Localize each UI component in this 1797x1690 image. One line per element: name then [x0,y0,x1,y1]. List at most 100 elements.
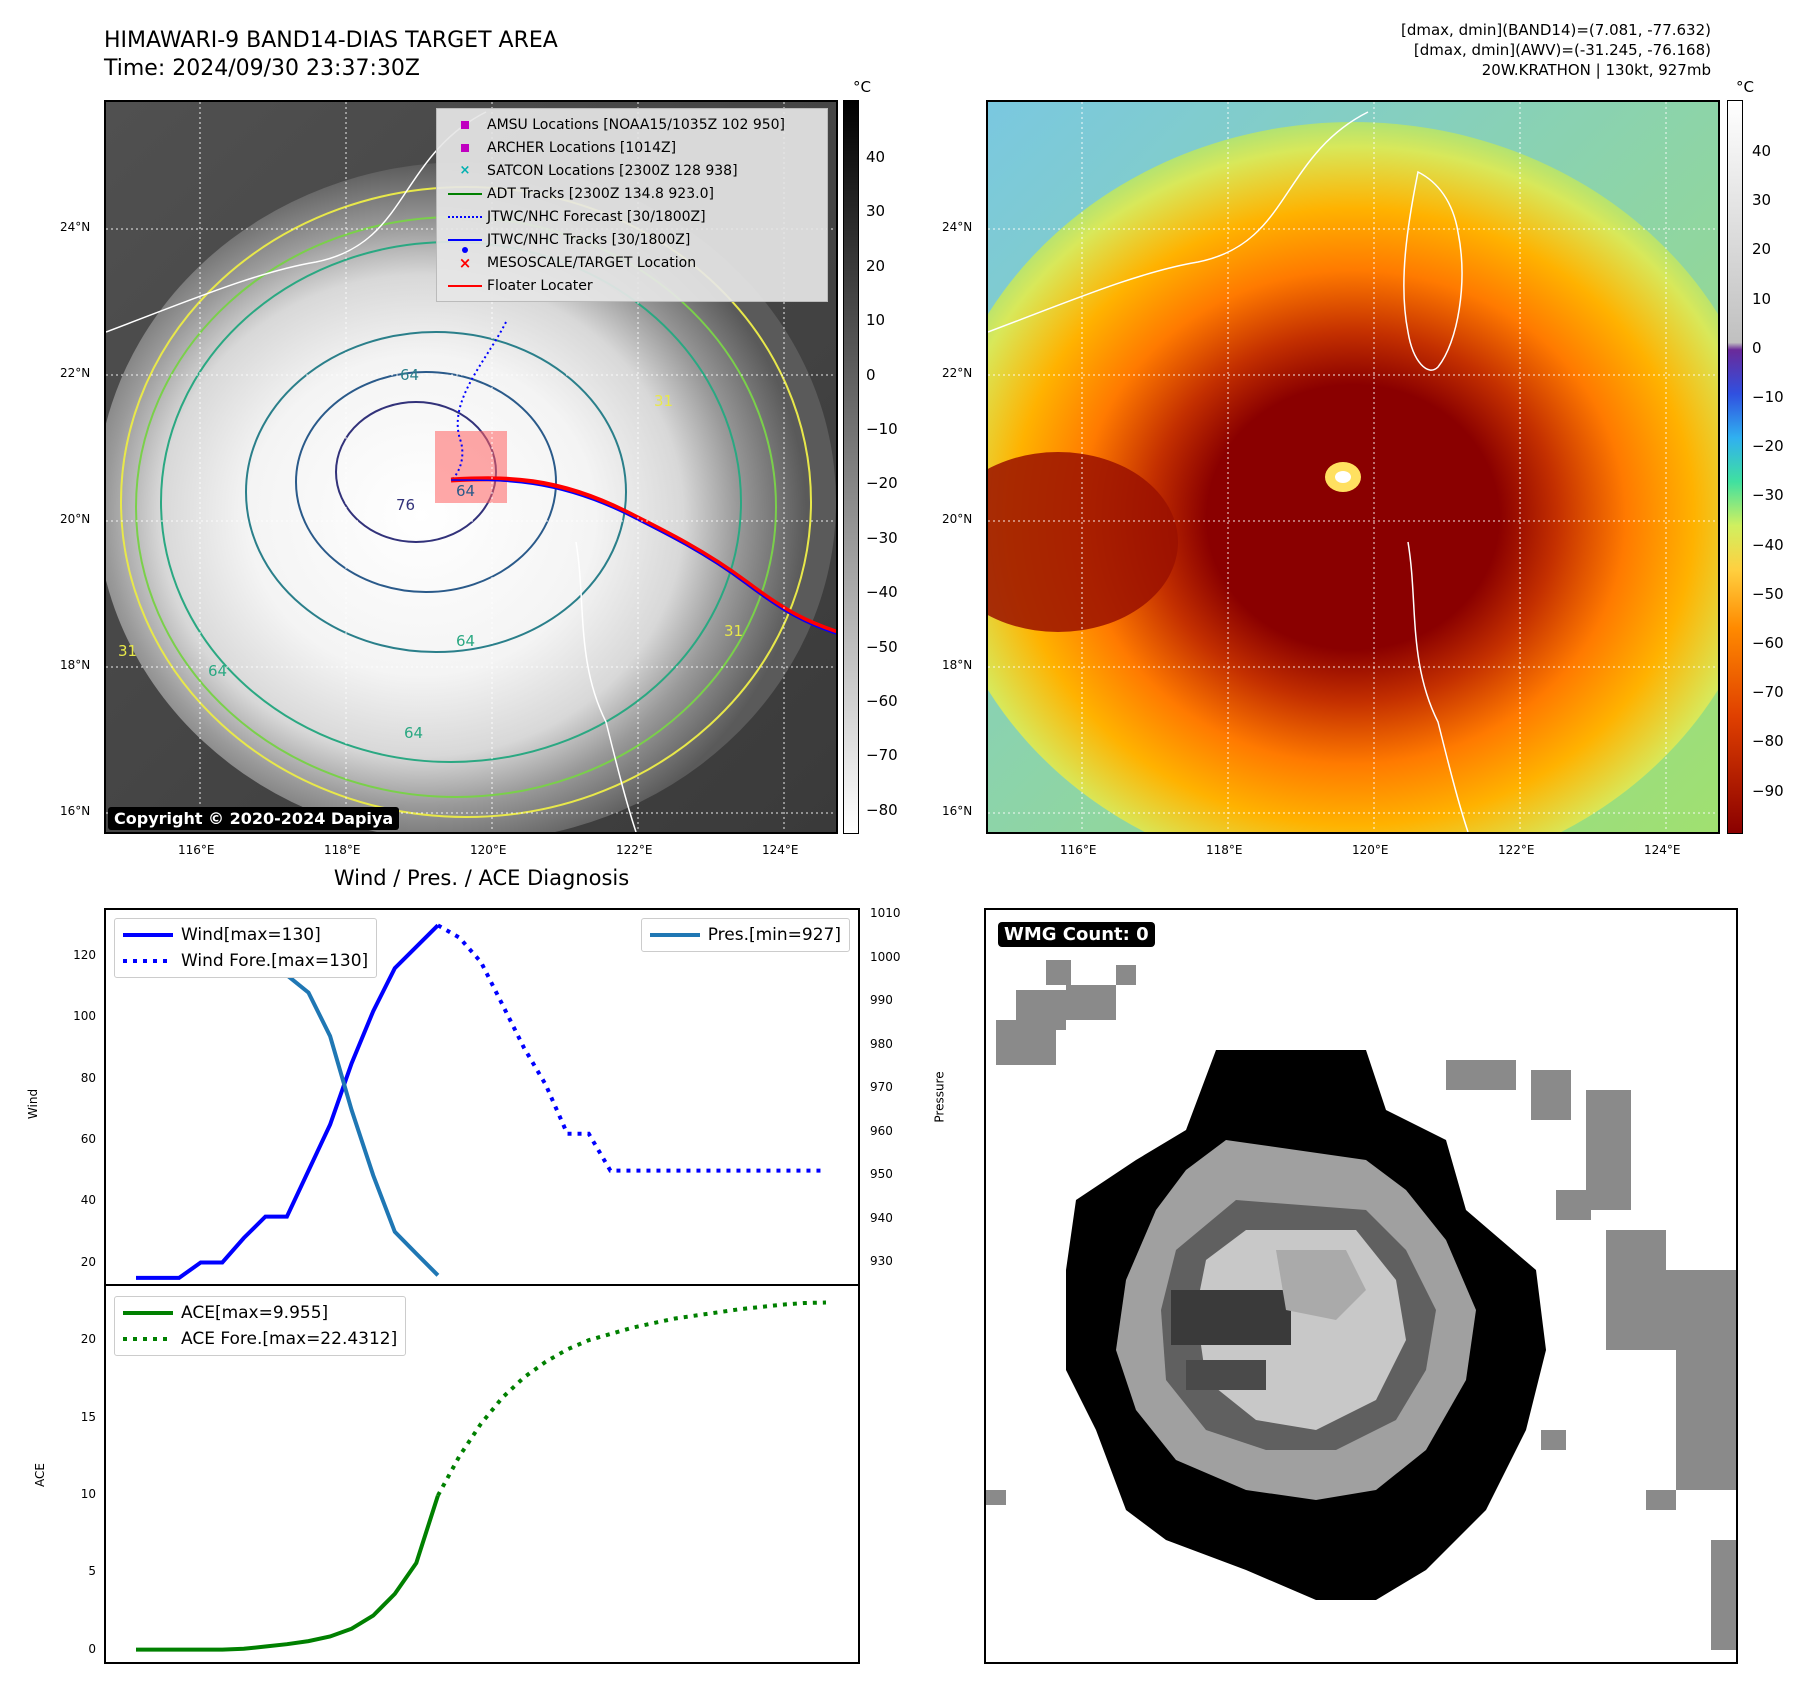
dmax-awv: [dmax, dmin](AWV)=(-31.245, -76.168) [1413,41,1711,59]
lat-label: 16°N [60,804,91,818]
ir-satellite-panel: 64 31 76 64 31 64 64 31 64 AMSU Location… [104,100,838,834]
lon-label: 122°E [616,843,653,857]
pressure-tick-label: 930 [870,1254,893,1269]
wind-tick-label: 60 [80,1131,96,1146]
colorbar-color-tick: −50 [1752,584,1784,603]
lon-label: 118°E [324,843,361,857]
lat-label: 22°N [942,366,973,380]
contour-label: 64 [404,724,424,742]
colorbar-ir-tick: −30 [866,528,898,547]
colorbar-color-tick: −60 [1752,634,1784,652]
legend-item-ace-forecast: ACE Fore.[max=22.4312] [123,1326,397,1352]
legend-square-icon [461,120,469,129]
contour-label: 31 [724,622,744,640]
colorbar-ir-unit: °C [853,78,871,96]
colorbar-color-tick: −40 [1752,535,1784,554]
colorbar-ir-tick: −40 [866,583,898,602]
colorbar-ir-tick: 30 [866,202,886,221]
contour-label: 31 [654,392,674,410]
lon-label: 120°E [1352,843,1389,857]
legend-item-satcon: × SATCON Locations [2300Z 128 938] [443,159,821,182]
colorbar-ir-tick: 20 [866,256,886,275]
lat-label: 24°N [942,220,973,234]
legend-item-floater: Floater Locater [443,274,821,297]
colorbar-color-tick: −20 [1752,437,1784,456]
track-legend: AMSU Locations [NOAA15/1035Z 102 950] AR… [436,108,828,302]
wind-legend: Wind[max=130] Wind Fore.[max=130] [114,918,378,978]
pressure-tick-label: 990 [870,993,893,1008]
legend-line-icon [123,933,173,937]
contour-label: 64 [400,366,420,384]
wind-pressure-chart: Wind[max=130] Wind Fore.[max=130] Pres.[… [104,908,860,1286]
colorbar-color [1727,100,1743,834]
contour-label: 31 [118,642,138,660]
wind-tick-label: 100 [73,1009,96,1024]
legend-item-wind: Wind[max=130] [123,922,368,948]
colorbar-ir-tick: −50 [866,637,898,656]
legend-dotted-line-icon [123,1337,173,1341]
contour-label: 64 [456,482,476,500]
pressure-tick-label: 940 [870,1210,893,1225]
pressure-legend: Pres.[min=927] [640,918,850,952]
colorbar-color-tick: 40 [1752,142,1772,160]
contour-label: 64 [456,632,476,650]
figure-time: Time: 2024/09/30 23:37:30Z [104,56,420,81]
lat-label: 18°N [942,658,973,672]
pressure-tick-label: 980 [870,1036,893,1051]
legend-x-icon: × [458,253,472,272]
lon-label: 116°E [178,843,215,857]
pressure-tick-label: 970 [870,1080,893,1095]
ace-tick-label: 10 [80,1486,96,1501]
colorbar-ir-tick: 10 [866,311,886,330]
copyright-badge: Copyright © 2020-2024 Dapiya [108,807,400,830]
storm-info: 20W.KRATHON | 130kt, 927mb [1481,61,1711,79]
colorbar-ir [843,100,859,834]
ace-plot [136,1300,827,1652]
colorbar-ir-tick: −10 [866,420,898,438]
wmg-count-badge: WMG Count: 0 [998,922,1155,947]
colorbar-color-tick: −70 [1752,683,1784,702]
colorbar-ir-tick: −60 [866,692,898,710]
ace-chart: ACE[max=9.955] ACE Fore.[max=22.4312] [104,1284,860,1664]
legend-line-icon [649,933,700,937]
legend-item-pressure: Pres.[min=927] [649,922,841,948]
ace-tick-label: 0 [88,1641,96,1656]
contour-label: 64 [208,662,228,680]
legend-x-icon: × [459,163,471,178]
ace-tick-label: 20 [80,1332,96,1347]
legend-line-icon [448,192,482,195]
wind-tick-label: 20 [80,1254,96,1269]
pressure-tick-label: 950 [870,1167,893,1182]
legend-line-dot-icon [448,238,482,241]
colorbar-ir-tick: 0 [866,365,876,384]
legend-line-icon [448,284,482,287]
wmg-image [986,910,1736,1662]
legend-item-ace: ACE[max=9.955] [123,1300,397,1326]
legend-item-jtwc-forecast: JTWC/NHC Forecast [30/1800Z] [443,205,821,228]
legend-item-wind-forecast: Wind Fore.[max=130] [123,948,368,974]
ace-tick-label: 5 [88,1564,96,1579]
figure-title: HIMAWARI-9 BAND14-DIAS TARGET AREA [104,28,558,53]
ace-series-line [136,1494,440,1652]
legend-item-mesoscale: × MESOSCALE/TARGET Location [443,251,821,274]
colorbar-ir-tick: −80 [866,800,898,819]
wind-tick-label: 80 [80,1070,96,1085]
colorbar-color-tick: −90 [1752,781,1784,800]
lon-label: 124°E [1644,843,1681,857]
legend-item-adt: ADT Tracks [2300Z 134.8 923.0] [443,182,821,205]
lon-label: 116°E [1060,843,1097,857]
color-enhanced-image [988,102,1718,832]
ace-tick-label: 15 [80,1409,96,1424]
lat-label: 20°N [60,512,91,526]
wind-tick-label: 120 [73,947,96,962]
colorbar-color-tick: 0 [1752,338,1762,357]
lat-label: 16°N [942,804,973,818]
legend-item-archer: ARCHER Locations [1014Z] [443,136,821,159]
lon-label: 118°E [1206,843,1243,857]
wind-series-line [136,923,440,1280]
ace-forecast-series-line [436,1300,827,1497]
lon-label: 122°E [1498,843,1535,857]
lon-label: 120°E [470,843,507,857]
wind-axis-label: Wind [26,1088,41,1120]
colorbar-ir-tick: −20 [866,474,898,493]
